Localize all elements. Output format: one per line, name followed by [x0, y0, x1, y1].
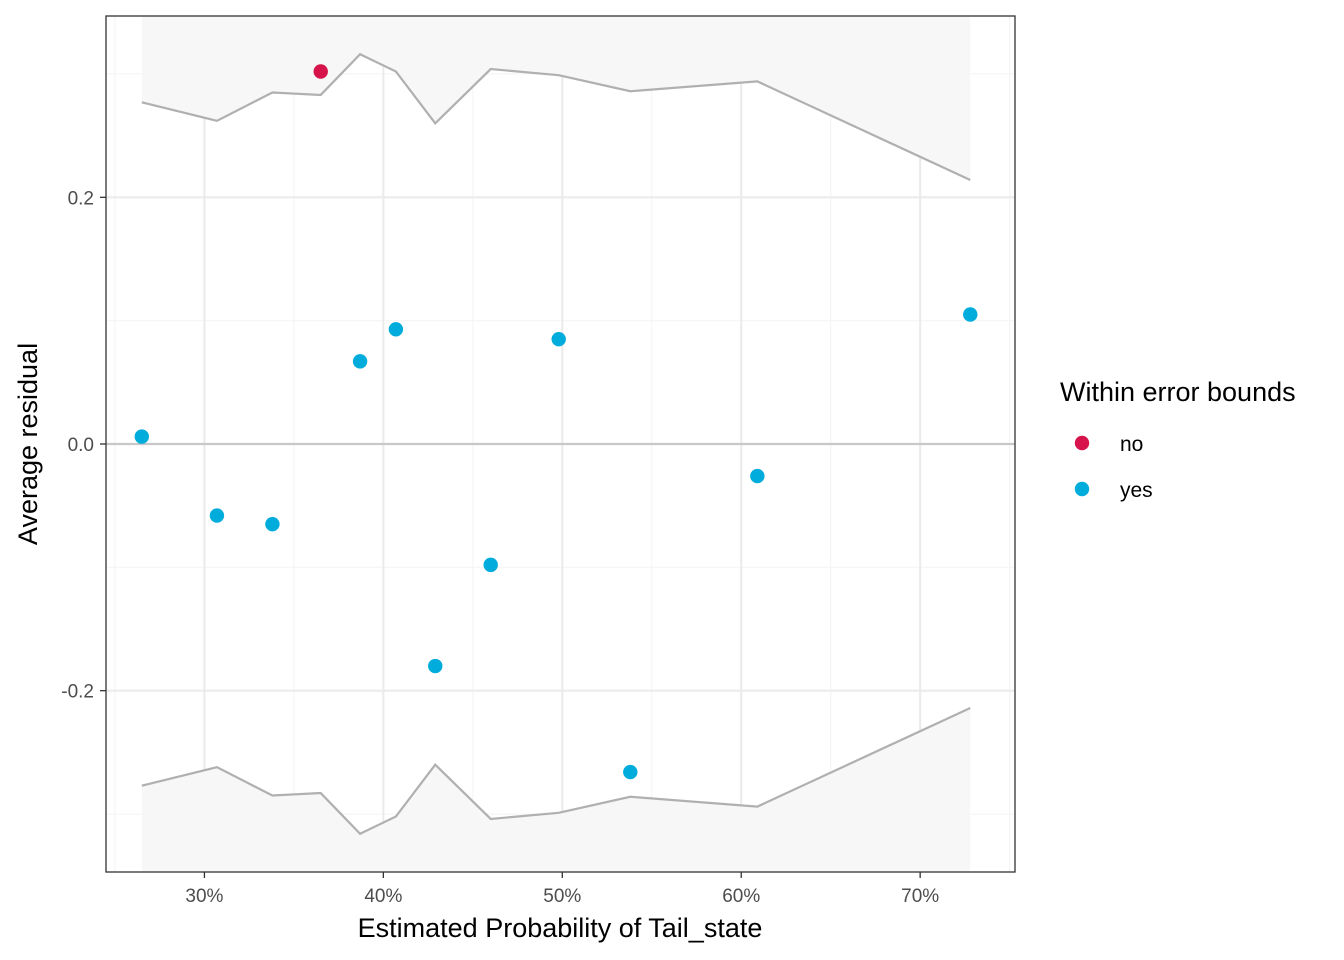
lower-bound-area: [141, 707, 971, 872]
x-axis-title: Estimated Probability of Tail_state: [358, 913, 763, 943]
y-axis-title: Average residual: [13, 343, 43, 545]
x-axis-ticks: 30% 40% 50% 60% 70%: [185, 872, 939, 907]
x-tick-label: 30%: [185, 886, 223, 907]
x-tick-label: 50%: [543, 886, 581, 907]
legend-label-no: no: [1120, 433, 1143, 456]
error-bound-lines: [141, 52, 971, 836]
point-yes: [623, 764, 638, 780]
point-yes: [551, 331, 566, 347]
point-yes: [209, 508, 225, 523]
legend-key-no: [1074, 435, 1090, 451]
point-yes: [388, 322, 404, 337]
point-yes: [265, 516, 280, 532]
y-axis-ticks: -0.2 0.0 0.2: [61, 188, 106, 703]
point-yes: [428, 658, 443, 674]
y-tick-label: -0.2: [61, 682, 94, 703]
error-bound-areas: [141, 16, 971, 872]
upper-bound-area: [141, 16, 971, 181]
upper-bound-line: [141, 52, 971, 182]
point-yes: [750, 468, 765, 484]
legend-label-yes: yes: [1120, 479, 1153, 502]
x-tick-label: 70%: [901, 886, 939, 907]
legend-key-yes: [1074, 481, 1090, 497]
x-tick-label: 40%: [364, 886, 402, 907]
point-yes: [483, 557, 498, 573]
point-yes: [134, 429, 149, 444]
point-yes: [963, 307, 978, 322]
x-tick-label: 60%: [722, 886, 760, 907]
residual-points: [134, 64, 978, 780]
y-tick-label: 0.0: [68, 435, 94, 456]
legend-title: Within error bounds: [1060, 377, 1296, 407]
point-no: [313, 64, 328, 79]
y-tick-label: 0.2: [68, 188, 94, 209]
lower-bound-line: [141, 706, 971, 836]
point-yes: [352, 354, 368, 369]
legend: Within error bounds no yes: [1060, 377, 1296, 502]
